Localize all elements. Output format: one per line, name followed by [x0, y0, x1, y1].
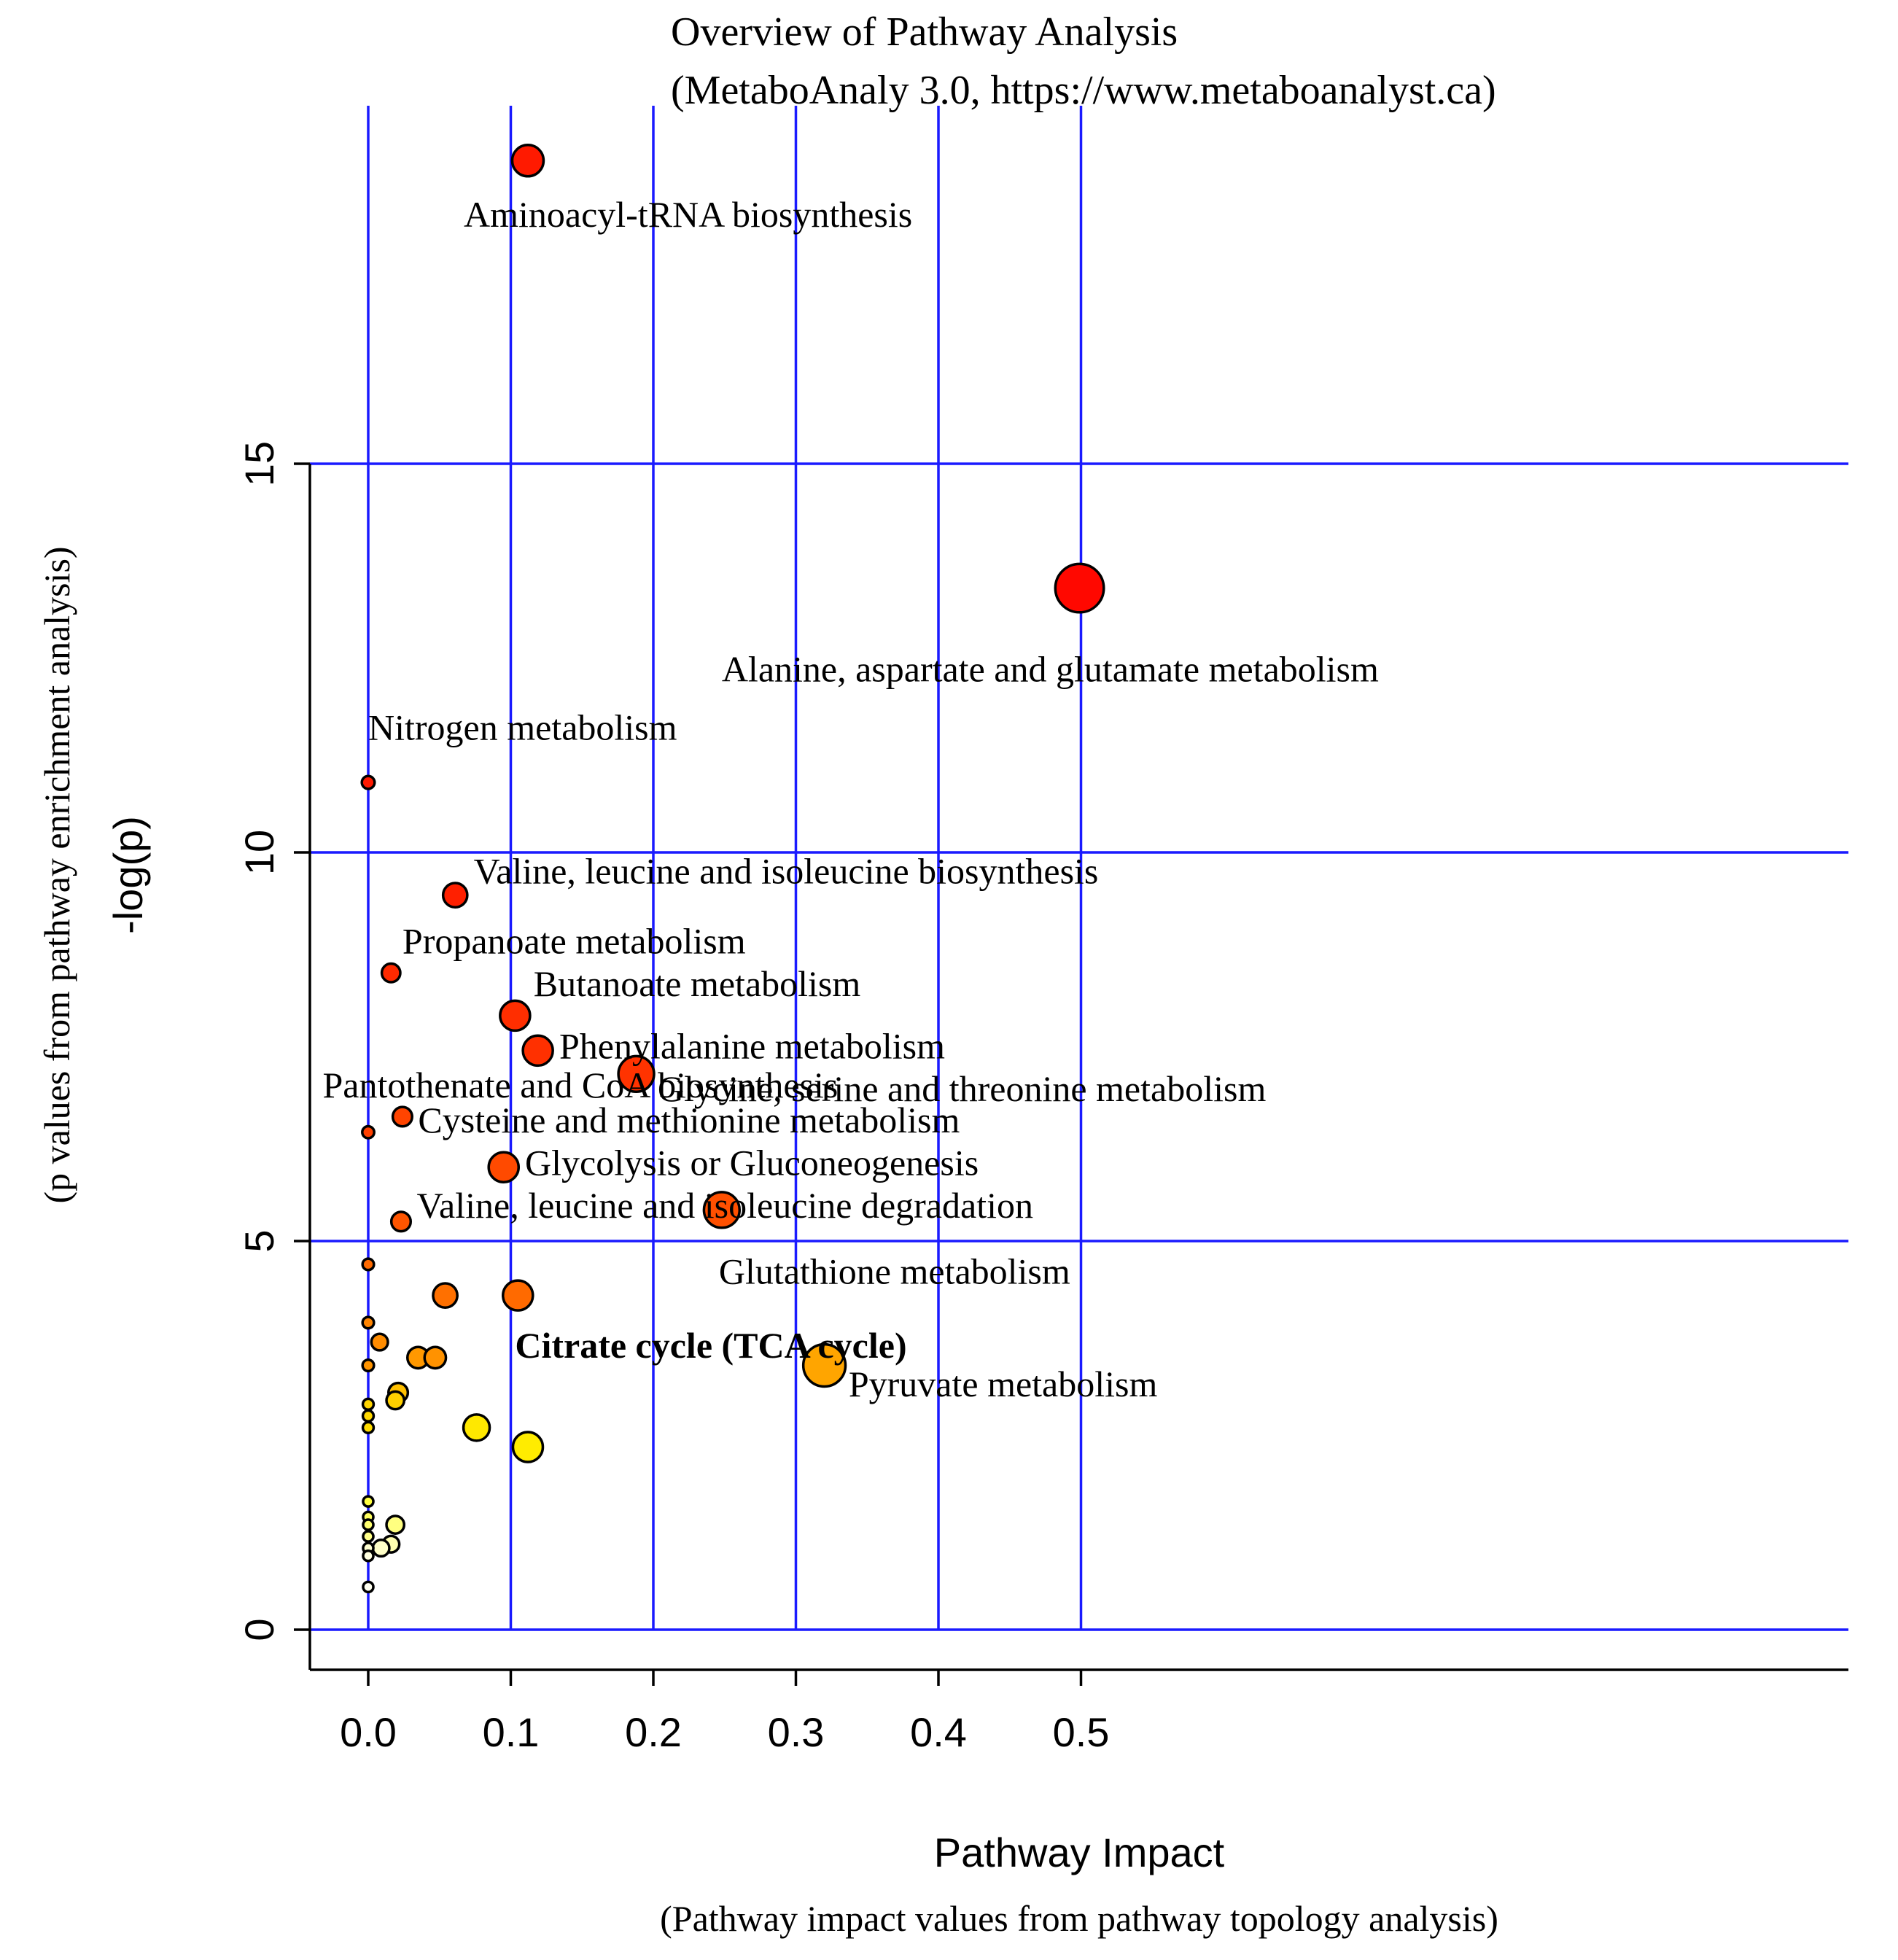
point-label-2: Nitrogen metabolism — [368, 707, 677, 747]
data-point-11 — [702, 1191, 742, 1229]
data-point-1 — [1054, 562, 1105, 614]
point-label-5: Butanoate metabolism — [534, 963, 861, 1004]
data-point-19 — [361, 1358, 376, 1373]
data-point-6 — [521, 1034, 554, 1068]
data-points — [360, 144, 1105, 1594]
data-point-5 — [499, 999, 532, 1032]
data-point-9 — [391, 1105, 413, 1128]
data-point-7 — [617, 1054, 656, 1093]
data-point-24 — [361, 1397, 376, 1412]
y-tick-label-0: 0 — [236, 1618, 282, 1641]
data-point-2 — [360, 774, 376, 790]
data-point-4 — [380, 962, 402, 984]
grid-lines — [310, 106, 1848, 1631]
point-label-10: Glycolysis or Gluconeogenesis — [525, 1142, 979, 1183]
data-point-13 — [501, 1279, 534, 1312]
data-point-29 — [362, 1495, 375, 1508]
data-point-12 — [389, 1210, 413, 1233]
data-point-14 — [801, 1342, 847, 1388]
data-point-17 — [361, 1315, 376, 1330]
data-point-31 — [362, 1518, 375, 1531]
data-point-32 — [362, 1530, 375, 1543]
data-point-37 — [362, 1549, 375, 1563]
point-label-7: Glycine, serine and threonine metabolism — [658, 1068, 1267, 1109]
x-tick-label-0: 0.0 — [340, 1709, 397, 1755]
point-label-3: Valine, leucine and isoleucine biosynthe… — [474, 851, 1099, 892]
x-tick-label-2: 0.2 — [625, 1709, 682, 1755]
data-point-23 — [385, 1390, 406, 1411]
point-label-11: Glutathione metabolism — [719, 1251, 1070, 1292]
point-label-13: Citrate cycle (TCA cycle) — [515, 1325, 906, 1366]
x-axis-title: Pathway Impact — [934, 1829, 1225, 1875]
data-point-18 — [370, 1332, 389, 1352]
point-label-14: Pyruvate metabolism — [849, 1364, 1158, 1404]
y-tick-label-2: 10 — [236, 830, 282, 875]
y-tick-label-1: 5 — [236, 1229, 282, 1252]
data-point-25 — [361, 1409, 376, 1423]
axes — [294, 462, 1848, 1686]
point-label-1: Alanine, aspartate and glutamate metabol… — [722, 648, 1379, 689]
data-point-26 — [361, 1420, 376, 1435]
point-label-8: Pantothenate and CoA biosynthesis — [322, 1065, 838, 1105]
data-point-8 — [361, 1124, 376, 1140]
point-label-9: Cysteine and methionine metabolism — [418, 1100, 960, 1140]
data-point-38 — [362, 1580, 375, 1594]
data-point-35 — [371, 1538, 391, 1558]
data-point-0 — [510, 144, 545, 178]
x-tick-label-5: 0.5 — [1053, 1709, 1110, 1755]
tick-labels: 0.0 0.1 0.2 0.3 0.4 0.5 0 5 10 15 — [236, 441, 1109, 1755]
x-tick-label-4: 0.4 — [910, 1709, 967, 1755]
y-axis-title: -log(p) — [105, 816, 151, 934]
point-labels: Aminoacyl-tRNA biosynthesis Alanine, aspa… — [322, 194, 1379, 1404]
x-tick-label-1: 0.1 — [483, 1709, 540, 1755]
point-label-0: Aminoacyl-tRNA biosynthesis — [464, 194, 912, 235]
x-axis-subtitle: (Pathway impact values from pathway topo… — [660, 1898, 1498, 1939]
x-tick-label-3: 0.3 — [768, 1709, 825, 1755]
point-label-6: Phenylalanine metabolism — [559, 1025, 945, 1066]
chart-title-line1: Overview of Pathway Analysis — [671, 9, 1178, 55]
chart-title-line2: (MetaboAnaly 3.0, https://www.metaboanal… — [671, 68, 1496, 113]
data-point-33 — [385, 1514, 406, 1535]
data-point-21 — [423, 1345, 448, 1370]
y-axis-subtitle: (p values from pathway enrichment analys… — [36, 546, 77, 1203]
data-point-28 — [511, 1431, 545, 1463]
data-point-3 — [441, 882, 469, 909]
data-point-16 — [432, 1282, 459, 1309]
data-point-15 — [361, 1257, 376, 1272]
point-label-12: Valine, leucine and isoleucine degradati… — [416, 1185, 1033, 1226]
data-point-10 — [487, 1151, 521, 1184]
data-point-27 — [462, 1413, 491, 1442]
y-tick-label-3: 15 — [236, 441, 282, 486]
point-label-4: Propanoate metabolism — [402, 921, 746, 962]
